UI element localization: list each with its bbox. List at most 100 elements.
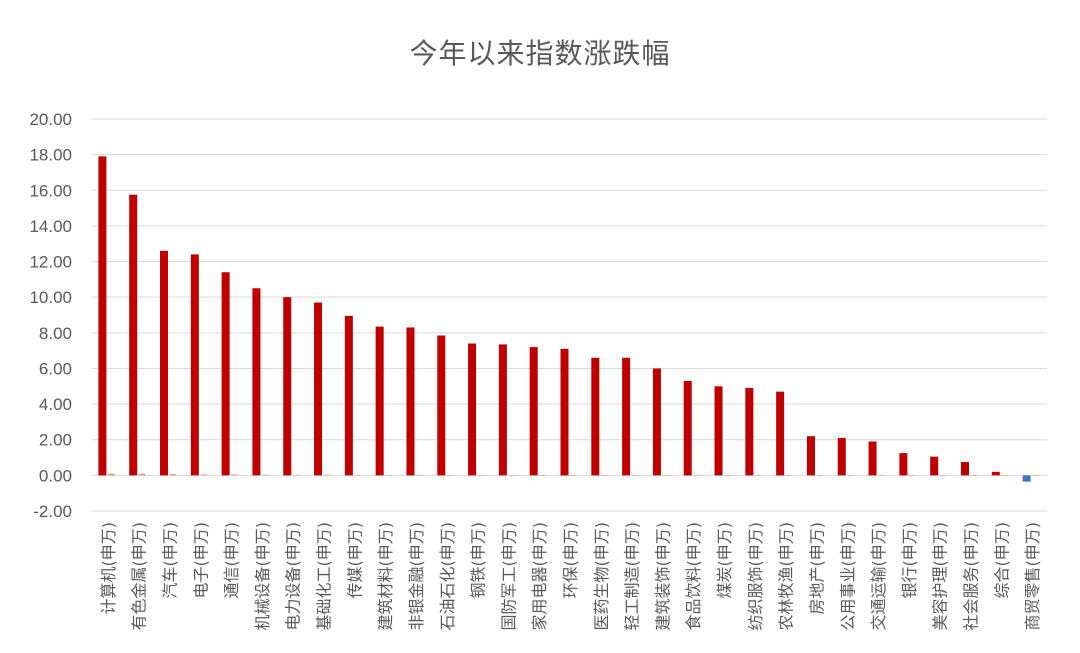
x-category-label: 医药生物(申万) <box>592 522 611 631</box>
bar <box>560 348 569 476</box>
x-category-label: 农林牧渔(申万) <box>777 522 796 631</box>
bar <box>683 380 692 476</box>
x-category-label: 传媒(申万) <box>345 522 364 599</box>
bar-secondary <box>1032 475 1039 476</box>
bar-secondary <box>508 475 515 476</box>
y-tick-label: 6.00 <box>39 359 72 378</box>
y-axis-tick-labels: 20.00 18.00 16.00 14.00 12.00 10.00 8.00 6.00 4.… <box>29 110 72 521</box>
bar <box>283 297 292 476</box>
x-category-label: 电子(申万) <box>191 522 210 599</box>
bar-secondary <box>231 474 238 476</box>
bar <box>437 335 446 476</box>
bar-secondary <box>293 474 300 476</box>
y-tick-label: 18.00 <box>29 146 72 165</box>
bar-secondary <box>108 473 115 476</box>
y-tick-label: 2.00 <box>39 431 72 450</box>
x-category-label: 交通运输(申万) <box>869 522 888 631</box>
x-category-label: 房地产(申万) <box>807 522 826 615</box>
bar-secondary <box>755 475 762 476</box>
bar-secondary <box>909 475 916 476</box>
bar-secondary <box>632 475 639 476</box>
bar <box>406 327 415 476</box>
x-category-label: 银行(申万) <box>900 522 919 599</box>
x-category-label: 轻工制造(申万) <box>623 522 642 631</box>
bar <box>991 471 1000 476</box>
bar-secondary <box>570 475 577 476</box>
bar <box>622 357 631 476</box>
bar-secondary <box>447 475 454 476</box>
x-category-label: 计算机(申万) <box>99 522 118 615</box>
bar <box>129 194 138 476</box>
x-category-label: 汽车(申万) <box>161 522 180 599</box>
bar-secondary <box>816 475 823 476</box>
x-category-label: 国防军工(申万) <box>499 522 518 631</box>
bar <box>652 368 661 476</box>
bar <box>529 347 538 476</box>
x-category-label: 综合(申万) <box>992 522 1011 599</box>
x-category-label: 机械设备(申万) <box>253 522 272 631</box>
bar <box>591 357 600 476</box>
bar <box>468 343 477 476</box>
bar-secondary <box>878 475 885 476</box>
y-tick-label: 16.00 <box>29 181 72 200</box>
bar <box>745 388 754 476</box>
x-category-label: 钢铁(申万) <box>469 522 488 599</box>
x-category-label: 食品饮料(申万) <box>684 522 703 631</box>
bar <box>344 315 353 476</box>
y-tick-label: 8.00 <box>39 324 72 343</box>
bar <box>190 254 199 476</box>
chart-title: 今年以来指数涨跌幅 <box>409 37 670 70</box>
bar <box>806 436 815 476</box>
gridlines <box>92 118 1047 512</box>
bar <box>498 344 507 476</box>
x-category-label: 建筑材料(申万) <box>376 522 395 631</box>
x-category-label: 石油石化(申万) <box>438 522 457 631</box>
bar-secondary <box>724 475 731 476</box>
x-category-label: 煤炭(申万) <box>715 522 734 599</box>
bar <box>375 326 384 476</box>
bar <box>1022 475 1031 482</box>
bars <box>98 156 1039 482</box>
bar-secondary <box>662 475 669 476</box>
bar <box>930 456 939 476</box>
x-category-label: 非银金融(申万) <box>407 522 426 631</box>
bar <box>837 437 846 476</box>
bar <box>221 272 230 476</box>
x-category-label: 建筑装饰(申万) <box>653 522 672 631</box>
bar-secondary <box>1001 475 1008 476</box>
y-tick-label: 14.00 <box>29 217 72 236</box>
bar-secondary <box>170 473 177 476</box>
bar <box>160 250 169 476</box>
bar <box>960 462 969 476</box>
bar-secondary <box>970 475 977 476</box>
x-category-label: 家用电器(申万) <box>530 522 549 631</box>
bar <box>98 156 107 476</box>
bar-secondary <box>940 475 947 476</box>
y-tick-label: 10.00 <box>29 288 72 307</box>
bar-secondary <box>416 475 423 476</box>
bar-secondary <box>200 474 207 476</box>
y-tick-label: 12.00 <box>29 253 72 272</box>
x-category-label: 公用事业(申万) <box>838 522 857 631</box>
bar-secondary <box>262 474 269 476</box>
bar <box>899 453 908 476</box>
bar-secondary <box>601 475 608 476</box>
bar-secondary <box>324 474 331 476</box>
bar-secondary <box>385 475 392 476</box>
bar-secondary <box>847 475 854 476</box>
x-category-label: 美容护理(申万) <box>931 522 950 631</box>
x-category-label: 有色金属(申万) <box>130 522 149 631</box>
x-category-label: 通信(申万) <box>222 522 241 599</box>
bar <box>314 302 323 476</box>
x-category-label: 环保(申万) <box>561 522 580 599</box>
bar-secondary <box>478 475 485 476</box>
bar <box>714 386 723 476</box>
y-tick-label: 20.00 <box>29 110 72 129</box>
bar <box>252 288 261 476</box>
bar-secondary <box>693 475 700 476</box>
y-tick-label: 4.00 <box>39 395 72 414</box>
x-category-label: 电力设备(申万) <box>284 522 303 631</box>
bar-secondary <box>539 475 546 476</box>
